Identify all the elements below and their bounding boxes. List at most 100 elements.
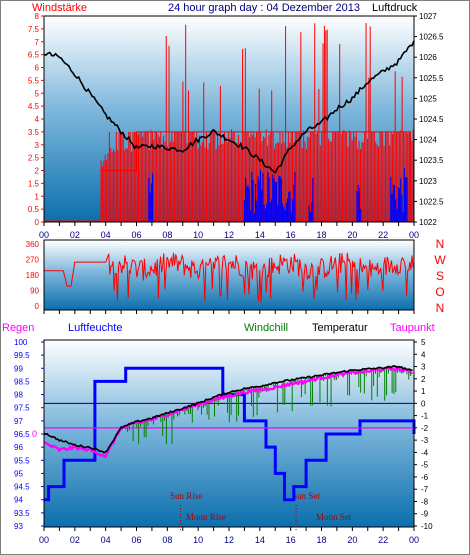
bottom-x-tick-label: 08 (162, 535, 172, 545)
wind-tick-label: 6 (35, 64, 40, 73)
bottom-x-tick-label: 04 (101, 535, 111, 545)
pressure-tick-label: 1023.5 (419, 156, 444, 165)
humidity-tick-label: 94.5 (14, 483, 30, 492)
compass-label: W (434, 253, 446, 267)
pressure-tick-label: 1024.5 (419, 115, 444, 124)
wind-tick-label: 3 (35, 141, 40, 150)
humidity-tick-label: 94 (14, 496, 23, 505)
bottom-x-tick-label: 00 (409, 535, 419, 545)
temp-tick-label: -9 (421, 510, 429, 519)
pressure-tick-label: 1025.5 (419, 74, 444, 83)
humidity-line (44, 366, 416, 502)
moon-set-label: Moon Set (316, 512, 352, 522)
temp-tick-label: 3 (421, 363, 426, 372)
sun-set-label: Sun Set (292, 491, 320, 501)
humidity-tick-label: 100 (14, 338, 28, 347)
temp-tick-label: -4 (421, 448, 429, 457)
legend-luftfeuchte: Luftfeuchte (68, 322, 122, 334)
wind-tick-label: 2.5 (28, 154, 40, 163)
direction-tick-label: 270 (26, 256, 40, 265)
wind-tick-label: 4.5 (28, 102, 40, 111)
top-x-tick-label: 10 (193, 230, 203, 240)
top-x-tick-label: 00 (39, 230, 49, 240)
sun-rise-label: Sun Rise (170, 491, 202, 501)
bottom-x-tick-label: 18 (316, 535, 326, 545)
temp-tick-label: 1 (421, 387, 426, 396)
direction-tick-label: 90 (30, 287, 39, 296)
temp-tick-label: -2 (421, 424, 429, 433)
temp-tick-label: -7 (421, 485, 429, 494)
top-x-tick-label: 18 (316, 230, 326, 240)
top-x-tick-label: 04 (101, 230, 111, 240)
wind-tick-label: 0.5 (28, 205, 40, 214)
temp-tick-label: -3 (421, 436, 429, 445)
legend-regen: Regen (2, 322, 34, 334)
temp-tick-label: -6 (421, 473, 429, 482)
direction-tick-label: 0 (35, 302, 40, 311)
pressure-tick-label: 1023 (419, 177, 437, 186)
temp-tick-label: -10 (421, 522, 433, 531)
legend-taupunkt: Taupunkt (390, 322, 435, 334)
humidity-tick-label: 99 (14, 364, 23, 373)
bottom-x-tick-label: 16 (286, 535, 296, 545)
wind-tick-label: 5.5 (28, 76, 40, 85)
top-x-tick-label: 12 (224, 230, 234, 240)
temperature-line (43, 365, 413, 454)
pressure-tick-label: 1024 (419, 136, 437, 145)
moon-rise-label: Moon Rise (186, 512, 226, 522)
pressure-tick-label: 1026.5 (419, 33, 444, 42)
humidity-tick-label: 98 (14, 391, 23, 400)
temp-tick-label: 4 (421, 350, 426, 359)
wind-tick-label: 1 (35, 192, 40, 201)
pressure-tick-label: 1022.5 (419, 197, 444, 206)
pressure-tick-label: 1027 (419, 12, 437, 21)
chart-title: 24 hour graph day : 04 Dezember 2013 (168, 2, 360, 14)
top-x-tick-label: 16 (286, 230, 296, 240)
temp-tick-label: 2 (421, 375, 426, 384)
bottom-x-tick-label: 06 (131, 535, 141, 545)
temp-tick-label: 0 (421, 399, 426, 408)
top-x-tick-label: 02 (70, 230, 80, 240)
dewpoint-line (43, 366, 413, 459)
humidity-tick-label: 95 (14, 469, 23, 478)
temp-tick-label: -8 (421, 497, 429, 506)
wind-tick-label: 2 (35, 167, 40, 176)
humidity-tick-label: 96.5 (14, 430, 30, 439)
humidity-tick-label: 93.5 (14, 509, 30, 518)
bottom-x-tick-label: 10 (193, 535, 203, 545)
direction-tick-label: 180 (26, 271, 40, 280)
humidity-tick-label: 93 (14, 522, 23, 531)
wind-tick-label: 6.5 (28, 51, 40, 60)
bottom-x-tick-label: 02 (70, 535, 80, 545)
compass-label: O (435, 285, 444, 299)
rain-zero-label: 0 (32, 429, 37, 439)
wind-tick-label: 0 (35, 218, 40, 227)
pressure-axis-title: Luftdruck (372, 2, 418, 14)
bottom-x-tick-label: 22 (378, 535, 388, 545)
top-x-tick-label: 22 (378, 230, 388, 240)
temp-tick-label: 5 (421, 338, 426, 347)
humidity-tick-label: 97.5 (14, 404, 30, 413)
temp-tick-label: -5 (421, 461, 429, 470)
top-x-tick-label: 20 (347, 230, 357, 240)
bottom-x-tick-label: 12 (224, 535, 234, 545)
humidity-tick-label: 95.5 (14, 456, 30, 465)
pressure-tick-label: 1022 (419, 218, 437, 227)
direction-tick-label: 360 (26, 240, 40, 249)
bottom-x-tick-label: 14 (255, 535, 265, 545)
compass-label: S (436, 269, 444, 283)
wind-tick-label: 7 (35, 38, 40, 47)
wind-tick-label: 3.5 (28, 128, 40, 137)
humidity-tick-label: 99.5 (14, 351, 30, 360)
wind-tick-label: 4 (35, 115, 40, 124)
wind-tick-label: 8 (35, 12, 40, 21)
top-x-tick-label: 06 (131, 230, 141, 240)
compass-label: N (436, 301, 445, 315)
direction-plot-area (44, 240, 414, 310)
wind-tick-label: 1.5 (28, 179, 40, 188)
legend-temperatur: Temperatur (312, 322, 368, 334)
bottom-x-tick-label: 20 (347, 535, 357, 545)
pressure-tick-label: 1026 (419, 53, 437, 62)
temp-tick-label: -1 (421, 412, 429, 421)
wind-tick-label: 7.5 (28, 25, 40, 34)
